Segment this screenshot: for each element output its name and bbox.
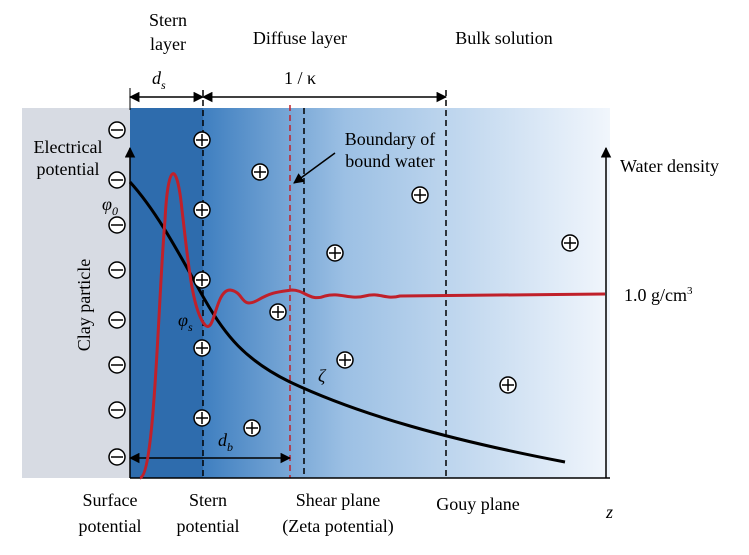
cation bbox=[193, 409, 211, 427]
cation bbox=[336, 351, 354, 369]
symbol: d bbox=[152, 68, 162, 88]
anion bbox=[108, 171, 126, 189]
cation bbox=[411, 186, 429, 204]
plane-label: Surface bbox=[83, 490, 138, 510]
axis-label: Water density bbox=[620, 156, 719, 176]
anion bbox=[108, 261, 126, 279]
cation bbox=[193, 131, 211, 149]
zeta-label: ζ bbox=[318, 366, 327, 386]
cation bbox=[251, 163, 269, 181]
plane-label: potential bbox=[79, 516, 142, 536]
subscript: 0 bbox=[112, 204, 118, 218]
value: 1.0 g/cm bbox=[624, 285, 687, 305]
density-value: 1.0 g/cm3 bbox=[624, 285, 693, 305]
superscript: 3 bbox=[687, 285, 693, 297]
phi0-label: φ0 bbox=[102, 194, 118, 218]
cation bbox=[193, 339, 211, 357]
anion bbox=[108, 216, 126, 234]
cation bbox=[561, 234, 579, 252]
z-label: z bbox=[605, 502, 613, 522]
symbol: φ bbox=[178, 310, 188, 330]
anion bbox=[108, 448, 126, 466]
plane-label: potential bbox=[177, 516, 240, 536]
ds-label: ds bbox=[152, 68, 166, 92]
plane-label: Stern bbox=[189, 490, 227, 510]
plane-label: Gouy plane bbox=[436, 494, 519, 514]
anion bbox=[108, 121, 126, 139]
cation bbox=[326, 244, 344, 262]
anion bbox=[108, 401, 126, 419]
subscript: s bbox=[161, 78, 166, 92]
db-label: db bbox=[218, 430, 233, 454]
anion bbox=[108, 311, 126, 329]
plane-label: Shear plane bbox=[296, 490, 380, 510]
potential-curve bbox=[128, 180, 566, 464]
region-label: layer bbox=[150, 34, 186, 54]
debye-label: 1 / κ bbox=[284, 68, 316, 88]
stern-region bbox=[130, 108, 203, 478]
density-curve bbox=[139, 172, 606, 480]
boundary-label: bound water bbox=[345, 151, 434, 171]
symbol: d bbox=[218, 430, 228, 450]
boundary-pointer bbox=[293, 152, 336, 184]
cation bbox=[193, 271, 211, 289]
cation bbox=[499, 376, 517, 394]
region-label: Bulk solution bbox=[455, 28, 553, 48]
region-label: Stern bbox=[149, 10, 187, 30]
boundary-label: Boundary of bbox=[345, 129, 435, 149]
axes bbox=[124, 91, 612, 479]
phis-label: φs bbox=[178, 310, 193, 334]
axis-label: Electrical bbox=[34, 137, 103, 157]
cation bbox=[243, 419, 261, 437]
symbol: φ bbox=[102, 194, 112, 214]
cation bbox=[193, 201, 211, 219]
cation bbox=[269, 303, 287, 321]
subscript: b bbox=[227, 440, 233, 454]
axis-label: potential bbox=[37, 159, 100, 179]
anion bbox=[108, 356, 126, 374]
region-label: Diffuse layer bbox=[253, 28, 347, 48]
particle-label: Clay particle bbox=[74, 259, 94, 351]
subscript: s bbox=[188, 320, 193, 334]
plane-label: (Zeta potential) bbox=[282, 516, 393, 537]
